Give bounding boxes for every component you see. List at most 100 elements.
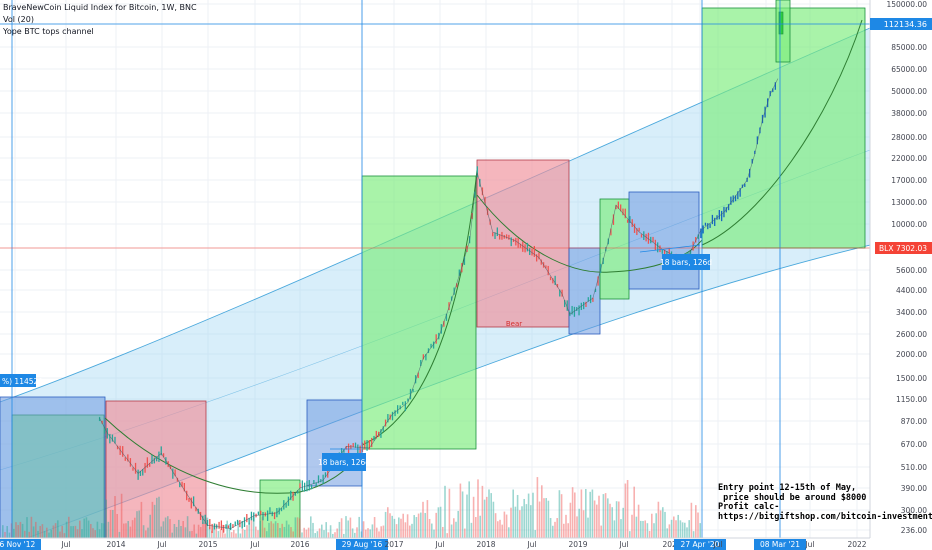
- volume-bar: [569, 502, 572, 538]
- volume-bar: [180, 526, 182, 538]
- volume-bar: [384, 511, 387, 538]
- volume-bar: [131, 520, 134, 538]
- volume-bar: [191, 530, 193, 538]
- volume-bar: [684, 522, 686, 538]
- volume-bar: [596, 504, 598, 538]
- volume-bar: [283, 526, 286, 538]
- volume-bar: [604, 493, 607, 538]
- volume-bar: [446, 533, 448, 538]
- volume-bar: [87, 520, 90, 538]
- volume-bar: [41, 524, 44, 538]
- entry-note: Entry point 12-15th of May, price should…: [718, 483, 932, 522]
- volume-bar: [182, 521, 184, 538]
- volume-bar: [373, 517, 376, 538]
- volume-bar: [514, 506, 517, 538]
- volume-bar: [189, 531, 191, 538]
- volume-bar: [195, 533, 198, 538]
- volume-bar: [70, 526, 72, 538]
- volume-bar: [65, 521, 68, 538]
- y-tick-label: 236.00: [901, 526, 927, 535]
- x-tick-label: Jul: [60, 540, 70, 549]
- volume-bar: [217, 531, 220, 538]
- blx-value-label: 7302.03: [896, 244, 927, 253]
- volume-bar: [626, 480, 629, 538]
- bull-arc: [361, 169, 478, 446]
- volume-bar: [512, 489, 514, 538]
- volume-bar: [109, 509, 112, 538]
- volume-bar: [28, 531, 30, 538]
- volume-bar: [503, 511, 506, 538]
- volume-bar: [167, 516, 169, 538]
- volume-bar: [129, 526, 132, 538]
- volume-bar: [560, 494, 563, 538]
- y-tick-label: 150000.00: [886, 0, 927, 9]
- volume-bar: [246, 525, 248, 538]
- volume-bar: [184, 527, 187, 538]
- volume-bar: [413, 515, 415, 538]
- volume-bar: [294, 517, 297, 538]
- volume-bar: [453, 518, 455, 538]
- volume-bar: [13, 528, 15, 538]
- volume-bar: [582, 510, 585, 538]
- volume-bar: [499, 519, 501, 538]
- volume-bar: [17, 525, 19, 538]
- volume-bar: [367, 528, 369, 538]
- volume-bar: [171, 532, 173, 538]
- volume-bar: [233, 529, 235, 538]
- volume-bar: [532, 492, 534, 538]
- blue-box: [628, 191, 700, 290]
- volume-bar: [114, 496, 116, 538]
- volume-bar: [365, 529, 367, 538]
- volume-bar: [255, 526, 257, 538]
- y-tick-label: 1500.00: [896, 374, 927, 383]
- volume-bar: [492, 501, 495, 538]
- y-tick-label: 85000.00: [891, 43, 927, 52]
- volume-bar: [61, 525, 63, 538]
- volume-bar: [439, 506, 442, 538]
- trend-arcs: [104, 19, 863, 494]
- bear-arc: [104, 417, 363, 494]
- time-marker-label: 26 Nov '12: [0, 540, 36, 549]
- volume-bar: [523, 498, 525, 538]
- channel-indicator-label[interactable]: Yope BTC tops channel: [3, 27, 94, 36]
- volume-bar: [681, 522, 684, 538]
- volume-bar: [112, 510, 114, 538]
- x-tick-label: 2018: [476, 540, 495, 549]
- volume-bar: [175, 526, 178, 538]
- volume-bar: [448, 488, 451, 538]
- volume-bar: [19, 521, 22, 538]
- volume-bar: [211, 530, 213, 538]
- green-box: [599, 198, 630, 300]
- time-marker-label: 27 Apr '20: [681, 540, 720, 549]
- chart-title: BraveNewCoin Liquid Index for Bitcoin, 1…: [3, 3, 197, 12]
- volume-bar: [241, 528, 244, 538]
- volume-bar: [270, 521, 272, 538]
- volume-bar: [120, 493, 123, 538]
- growth-arc: [701, 19, 863, 246]
- y-tick-label: 50000.00: [891, 87, 927, 96]
- volume-bar: [593, 500, 596, 538]
- time-marker-badge: [674, 539, 726, 550]
- volume-bar: [558, 490, 561, 538]
- volume-bar: [668, 524, 671, 538]
- volume-bar: [677, 514, 679, 538]
- x-tick-label: 2014: [106, 540, 125, 549]
- volume-indicator-label[interactable]: Vol (20): [3, 15, 34, 24]
- volume-bar: [659, 510, 662, 538]
- volume-bar: [510, 507, 512, 538]
- volume-bar: [46, 527, 48, 538]
- volume-bar: [301, 532, 303, 538]
- volume-bar: [83, 518, 85, 538]
- volume-bar: [389, 513, 391, 538]
- volume-bar: [508, 527, 510, 538]
- volume-bar: [98, 529, 101, 538]
- volume-bar: [633, 486, 635, 538]
- volume-bar: [673, 516, 675, 538]
- y-tick-label: 22000.00: [891, 154, 927, 163]
- volume-bar: [237, 520, 239, 538]
- volume-bar: [125, 523, 127, 538]
- time-marker-label: 08 Mar '21: [760, 540, 800, 549]
- volume-bar: [657, 501, 660, 538]
